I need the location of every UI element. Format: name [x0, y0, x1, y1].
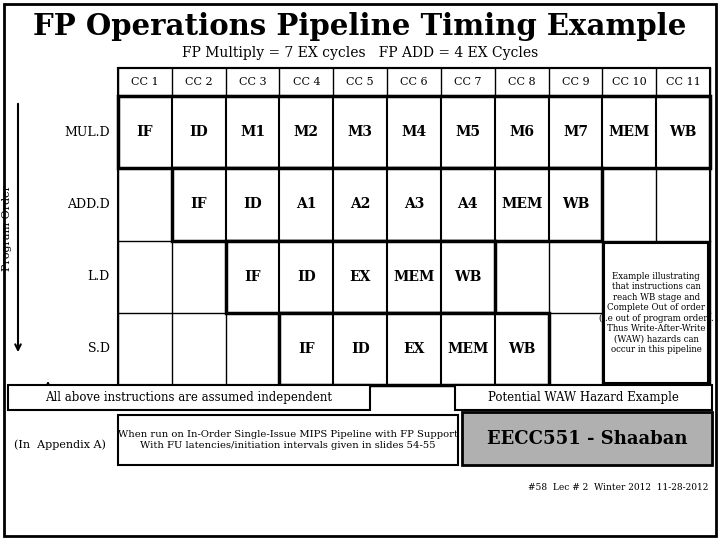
Text: M1: M1	[240, 125, 265, 139]
Text: M6: M6	[509, 125, 534, 139]
Text: L.D: L.D	[88, 270, 110, 283]
Text: CC 2: CC 2	[185, 77, 212, 87]
Text: A2: A2	[350, 198, 370, 211]
Text: A4: A4	[458, 198, 478, 211]
Text: WB: WB	[508, 342, 536, 356]
Text: IF: IF	[191, 198, 207, 211]
Bar	[279, 313, 549, 385]
Text: ADD.D: ADD.D	[67, 198, 110, 211]
Text: CC 8: CC 8	[508, 77, 536, 87]
Bar	[118, 68, 710, 385]
Text: All above instructions are assumed independent: All above instructions are assumed indep…	[45, 391, 333, 404]
Text: ID: ID	[189, 125, 208, 139]
Text: CC 7: CC 7	[454, 77, 482, 87]
Text: MEM: MEM	[501, 198, 542, 211]
Text: M5: M5	[455, 125, 480, 139]
Text: ID: ID	[297, 269, 316, 284]
Text: IF: IF	[298, 342, 315, 356]
Text: CC 1: CC 1	[131, 77, 158, 87]
Bar	[118, 96, 710, 168]
Text: A3: A3	[404, 198, 424, 211]
Text: IF: IF	[137, 125, 153, 139]
Text: When run on In-Order Single-Issue MIPS Pipeline with FP Support
With FU latencie: When run on In-Order Single-Issue MIPS P…	[118, 430, 458, 450]
Text: #58  Lec # 2  Winter 2012  11-28-2012: #58 Lec # 2 Winter 2012 11-28-2012	[528, 483, 708, 492]
Text: CC 9: CC 9	[562, 77, 589, 87]
Text: Potential WAW Hazard Example: Potential WAW Hazard Example	[488, 391, 679, 404]
Bar	[462, 412, 712, 465]
Text: Program Order: Program Order	[2, 185, 12, 271]
Text: EX: EX	[403, 342, 425, 356]
Text: Example illustrating
that instructions can
reach WB stage and
Complete Out of or: Example illustrating that instructions c…	[599, 272, 714, 354]
Text: S.D: S.D	[88, 342, 110, 355]
Text: FP Operations Pipeline Timing Example: FP Operations Pipeline Timing Example	[33, 12, 687, 41]
Text: CC 11: CC 11	[666, 77, 701, 87]
Text: FP Multiply = 7 EX cycles   FP ADD = 4 EX Cycles: FP Multiply = 7 EX cycles FP ADD = 4 EX …	[182, 46, 538, 60]
Bar	[225, 240, 495, 313]
Text: MEM: MEM	[608, 125, 650, 139]
Text: ID: ID	[351, 342, 369, 356]
Text: CC 6: CC 6	[400, 77, 428, 87]
Text: ID: ID	[243, 198, 262, 211]
Text: EX: EX	[349, 269, 371, 284]
Text: CC 4: CC 4	[292, 77, 320, 87]
Bar	[172, 168, 603, 240]
Bar	[118, 415, 458, 465]
Text: EECC551 - Shaaban: EECC551 - Shaaban	[487, 429, 688, 448]
Text: M2: M2	[294, 125, 319, 139]
Text: (In  Appendix A): (In Appendix A)	[14, 440, 106, 450]
Bar	[604, 242, 708, 383]
Text: CC 5: CC 5	[346, 77, 374, 87]
Text: M3: M3	[348, 125, 373, 139]
Bar	[455, 385, 712, 410]
Text: MEM: MEM	[393, 269, 435, 284]
Text: WB: WB	[670, 125, 697, 139]
Text: WB: WB	[562, 198, 589, 211]
Text: CC 10: CC 10	[612, 77, 647, 87]
Text: M4: M4	[402, 125, 426, 139]
Text: WB: WB	[454, 269, 482, 284]
Text: MUL.D: MUL.D	[64, 126, 110, 139]
Text: CC 3: CC 3	[239, 77, 266, 87]
Text: A1: A1	[296, 198, 317, 211]
Text: M7: M7	[563, 125, 588, 139]
Text: MEM: MEM	[447, 342, 488, 356]
Text: IF: IF	[244, 269, 261, 284]
Bar	[8, 385, 370, 410]
